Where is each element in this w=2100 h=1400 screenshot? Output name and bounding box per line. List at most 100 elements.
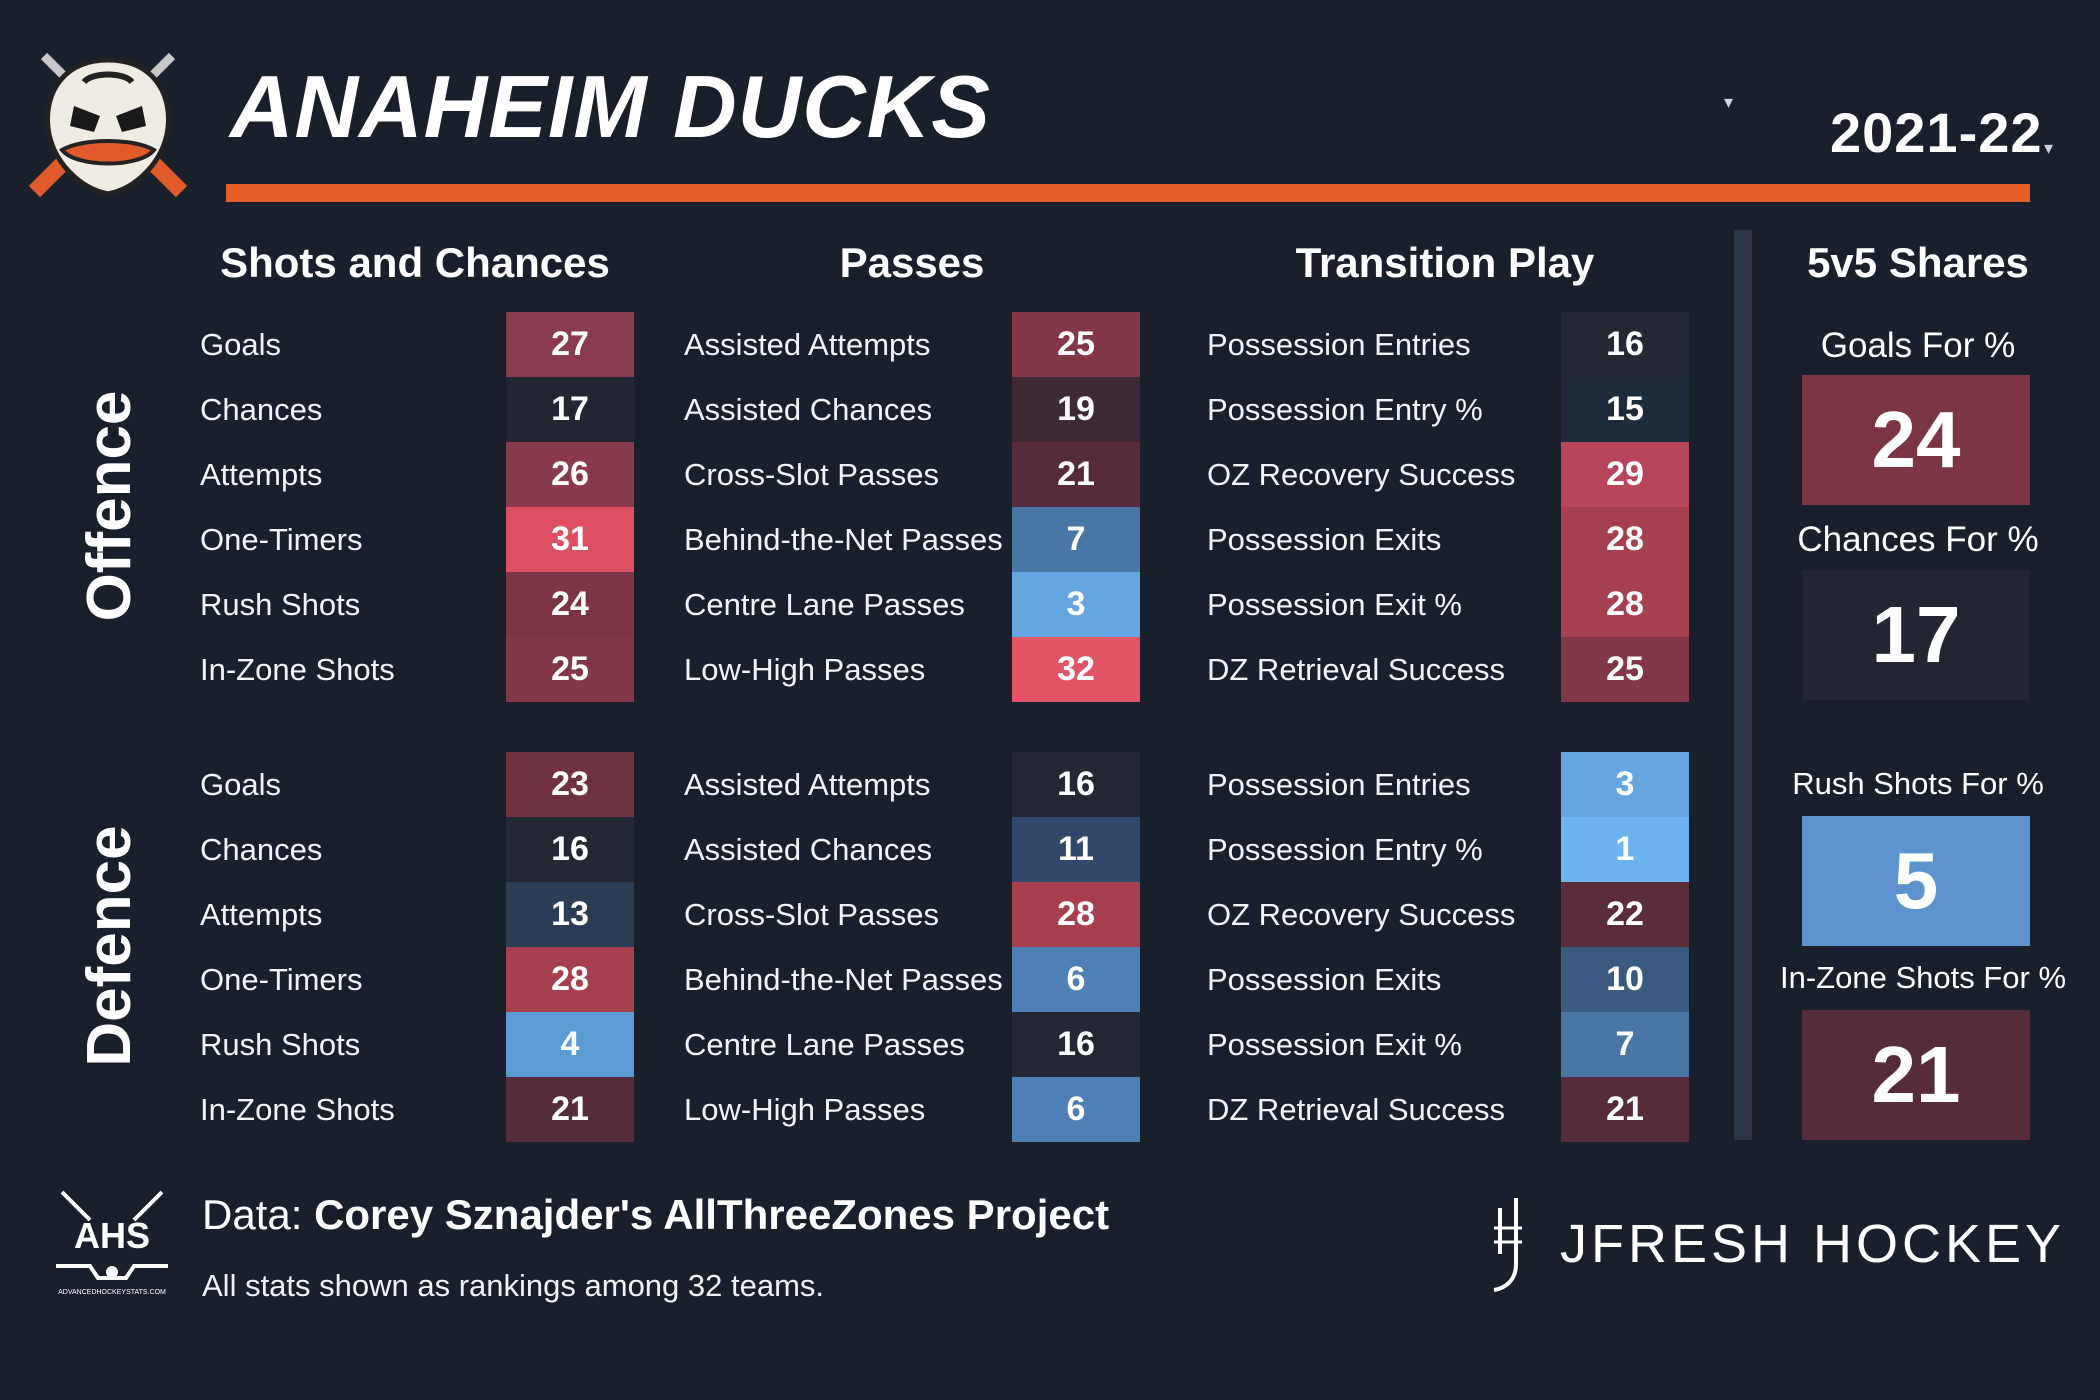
- stat-rank-cell: 28: [1012, 882, 1140, 947]
- share-label-inzone-shots: In-Zone Shots For %: [1780, 960, 2067, 995]
- jfresh-mark-icon: [1486, 1194, 1530, 1294]
- stat-label: Cross-Slot Passes: [684, 457, 939, 492]
- stat-rank-cell: 15: [1561, 377, 1689, 442]
- stat-rank-cell: 16: [1012, 1012, 1140, 1077]
- stat-label: Cross-Slot Passes: [684, 897, 939, 932]
- share-value-inzone-shots: 21: [1802, 1010, 2030, 1140]
- stat-rank-cell: 28: [1561, 507, 1689, 572]
- ducks-logo-icon: [22, 42, 194, 202]
- stat-label: In-Zone Shots: [200, 1092, 395, 1127]
- stat-rank-cell: 27: [506, 312, 634, 377]
- stat-label: In-Zone Shots: [200, 652, 395, 687]
- stat-label: Possession Entries: [1207, 327, 1471, 362]
- stat-label: Assisted Chances: [684, 392, 933, 427]
- stat-label: Attempts: [200, 897, 323, 932]
- data-source: Data: Corey Sznajder's AllThreeZones Pro…: [202, 1188, 1109, 1242]
- stat-label: Possession Exit %: [1207, 1027, 1462, 1062]
- team-dropdown-caret-icon[interactable]: ▾: [1724, 92, 1734, 112]
- stat-label: Possession Exit %: [1207, 587, 1462, 622]
- stat-label: OZ Recovery Success: [1207, 457, 1516, 492]
- stat-label: DZ Retrieval Success: [1207, 1092, 1506, 1127]
- stat-label: Possession Exits: [1207, 522, 1442, 557]
- stat-label: Goals: [200, 767, 281, 802]
- section-label-defence: Defence: [75, 825, 144, 1067]
- share-label-rush-shots: Rush Shots For %: [1792, 766, 2044, 801]
- stat-rank-cell: 32: [1012, 637, 1140, 702]
- stat-rank-cell: 17: [506, 377, 634, 442]
- stat-rank-cell: 7: [1012, 507, 1140, 572]
- shares-divider: [1734, 230, 1752, 1140]
- stat-rank-cell: 23: [506, 752, 634, 817]
- share-value-chances: 17: [1802, 570, 2030, 700]
- share-value-goals: 24: [1802, 375, 2030, 505]
- stat-rank-cell: 28: [506, 947, 634, 1012]
- stat-label: Rush Shots: [200, 587, 361, 622]
- column-title-passes: Passes: [839, 239, 985, 286]
- stat-rank-cell: 25: [1012, 312, 1140, 377]
- stat-label: Possession Entry %: [1207, 392, 1483, 427]
- stat-label: Possession Entry %: [1207, 832, 1483, 867]
- stat-rank-cell: 29: [1561, 442, 1689, 507]
- stat-label: Assisted Chances: [684, 832, 933, 867]
- data-source-prefix: Data:: [202, 1191, 315, 1238]
- stat-label: One-Timers: [200, 522, 363, 557]
- stat-label: One-Timers: [200, 962, 363, 997]
- season-selector[interactable]: 2021-22: [1830, 101, 2043, 164]
- stat-label: Low-High Passes: [684, 1092, 926, 1127]
- stat-label: Chances: [200, 392, 323, 427]
- share-label-chances: Chances For %: [1797, 520, 2039, 559]
- stat-rank-cell: 11: [1012, 817, 1140, 882]
- share-value-rush-shots: 5: [1802, 816, 2030, 946]
- column-title-shots: Shots and Chances: [220, 239, 610, 286]
- stat-rank-cell: 22: [1561, 882, 1689, 947]
- stat-rank-cell: 21: [1012, 442, 1140, 507]
- stat-label: DZ Retrieval Success: [1207, 652, 1506, 687]
- ahs-logo-caption: ADVANCEDHOCKEYSTATS.COM: [58, 1289, 166, 1296]
- stat-label: Low-High Passes: [684, 652, 926, 687]
- jfresh-hockey-brand: JFRESH HOCKEY: [1560, 1214, 2066, 1274]
- stat-label: Goals: [200, 327, 281, 362]
- stat-label: OZ Recovery Success: [1207, 897, 1516, 932]
- stat-rank-cell: 7: [1561, 1012, 1689, 1077]
- stat-rank-cell: 16: [1012, 752, 1140, 817]
- stat-rank-cell: 6: [1012, 947, 1140, 1012]
- column-title-shares: 5v5 Shares: [1807, 239, 2029, 286]
- stat-label: Assisted Attempts: [684, 767, 931, 802]
- ahs-logo-text: AHS: [74, 1215, 150, 1256]
- stat-label: Attempts: [200, 457, 323, 492]
- stat-rank-cell: 28: [1561, 572, 1689, 637]
- stat-rank-cell: 25: [1561, 637, 1689, 702]
- season-dropdown-caret-icon[interactable]: ▾: [2044, 138, 2054, 158]
- stat-rank-cell: 3: [1012, 572, 1140, 637]
- stat-label: Possession Exits: [1207, 962, 1442, 997]
- stat-rank-cell: 26: [506, 442, 634, 507]
- team-name: ANAHEIM DUCKS: [230, 57, 991, 156]
- stat-rank-cell: 4: [506, 1012, 634, 1077]
- stat-rank-cell: 3: [1561, 752, 1689, 817]
- header-accent-bar: [226, 184, 2030, 202]
- share-label-goals: Goals For %: [1820, 326, 2016, 365]
- stat-label: Centre Lane Passes: [684, 1027, 965, 1062]
- stat-rank-cell: 21: [506, 1077, 634, 1142]
- ahs-logo-icon: AHS ADVANCEDHOCKEYSTATS.COM: [48, 1186, 176, 1298]
- stat-rank-cell: 16: [506, 817, 634, 882]
- stat-label: Behind-the-Net Passes: [684, 962, 1003, 997]
- section-label-offence: Offence: [75, 390, 144, 622]
- stat-rank-cell: 16: [1561, 312, 1689, 377]
- stat-rank-cell: 1: [1561, 817, 1689, 882]
- stat-label: Assisted Attempts: [684, 327, 931, 362]
- data-source-name: Corey Sznajder's AllThreeZones Project: [314, 1191, 1110, 1238]
- stat-rank-cell: 13: [506, 882, 634, 947]
- stat-rank-cell: 6: [1012, 1077, 1140, 1142]
- stat-label: Centre Lane Passes: [684, 587, 965, 622]
- stat-label: Chances: [200, 832, 323, 867]
- stat-label: Rush Shots: [200, 1027, 361, 1062]
- column-title-transition: Transition Play: [1295, 239, 1595, 286]
- rankings-note: All stats shown as rankings among 32 tea…: [202, 1268, 825, 1303]
- stat-rank-cell: 24: [506, 572, 634, 637]
- stat-rank-cell: 10: [1561, 947, 1689, 1012]
- stat-rank-cell: 25: [506, 637, 634, 702]
- stat-label: Possession Entries: [1207, 767, 1471, 802]
- stat-rank-cell: 31: [506, 507, 634, 572]
- stat-rank-cell: 21: [1561, 1077, 1689, 1142]
